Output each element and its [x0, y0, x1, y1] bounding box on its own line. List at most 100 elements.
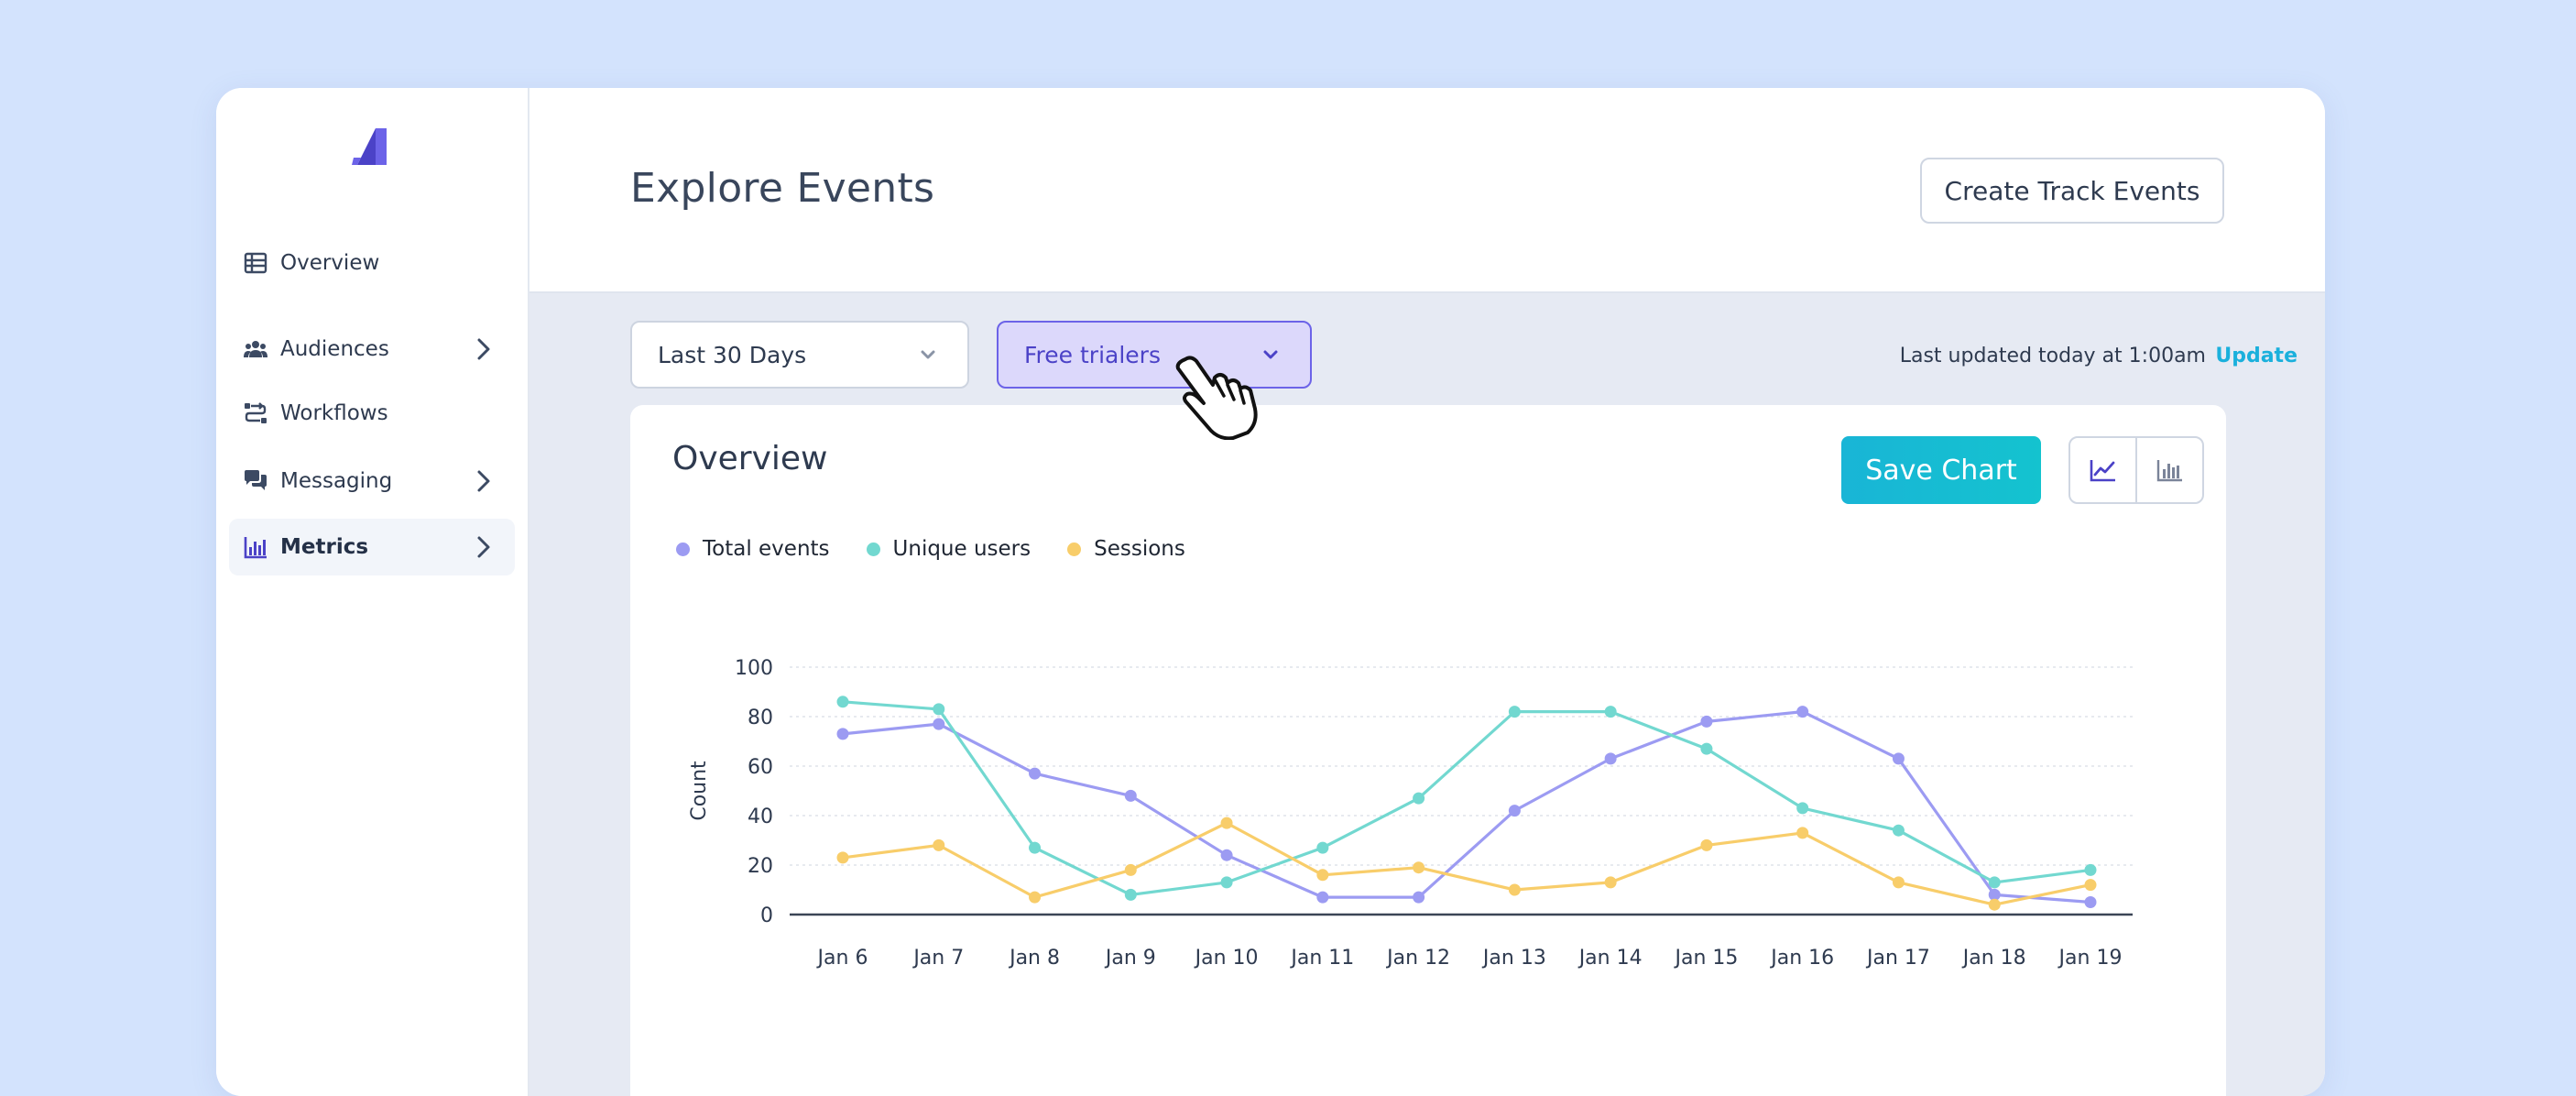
data-point: [1892, 752, 1905, 765]
y-tick-label: 60: [748, 756, 773, 779]
segment-value: Free trialers: [1024, 341, 1161, 368]
data-point: [1124, 789, 1137, 802]
line-chart: 0 20 40 60 80 100 Jan 6 Jan 7 Jan 8 Jan 9 Jan 10 Ja…: [688, 657, 2133, 970]
sidebar-item-label: Workflows: [280, 401, 388, 425]
sidebar-item-metrics[interactable]: Metrics: [229, 519, 515, 575]
bar-chart-view-button[interactable]: [2135, 438, 2202, 502]
x-tick-label: Jan 6: [816, 947, 868, 970]
x-tick-label: Jan 12: [1385, 947, 1450, 970]
legend-swatch: [1067, 542, 1082, 556]
save-chart-button[interactable]: Save Chart: [1841, 436, 2041, 504]
x-tick-label: Jan 16: [1769, 947, 1834, 970]
page-title: Explore Events: [630, 165, 935, 212]
data-point: [1316, 891, 1329, 904]
sidebar-item-overview[interactable]: Overview: [229, 235, 515, 291]
data-point: [836, 728, 849, 740]
update-link[interactable]: Update: [2215, 345, 2298, 367]
data-point: [1316, 869, 1329, 882]
legend-label: Unique users: [892, 537, 1031, 561]
x-tick-label: Jan 9: [1104, 947, 1156, 970]
data-point: [1413, 861, 1425, 874]
x-tick-label: Jan 11: [1289, 947, 1354, 970]
data-point: [1508, 883, 1521, 896]
data-point: [1413, 891, 1425, 904]
data-point: [933, 718, 945, 730]
sidebar: Overview Audiences Workfl: [216, 88, 529, 1096]
y-axis-label: Count: [688, 761, 711, 821]
create-track-events-button[interactable]: Create Track Events: [1920, 158, 2224, 224]
bar-chart-icon: [244, 537, 267, 559]
hand-pointer-icon: [1175, 356, 1258, 440]
data-point: [1988, 888, 2001, 901]
data-point: [1124, 863, 1137, 876]
data-point: [1124, 888, 1137, 901]
sidebar-item-label: Audiences: [280, 337, 389, 361]
data-point: [1988, 876, 2001, 889]
x-tick-label: Jan 15: [1673, 947, 1738, 970]
data-point: [836, 851, 849, 864]
data-point: [1700, 838, 1713, 851]
data-point: [1988, 898, 2001, 911]
legend-item-total-events[interactable]: Total events: [676, 537, 830, 561]
data-point: [1508, 805, 1521, 817]
data-point: [1796, 706, 1809, 718]
legend-item-sessions[interactable]: Sessions: [1067, 537, 1185, 561]
data-point: [933, 703, 945, 716]
y-tick-label: 0: [760, 904, 773, 927]
x-tick-label: Jan 8: [1008, 947, 1060, 970]
data-point: [1029, 767, 1042, 780]
data-point: [2084, 879, 2097, 892]
data-point: [2084, 896, 2097, 908]
data-point: [1316, 841, 1329, 854]
legend-swatch: [676, 542, 690, 556]
sidebar-item-messaging[interactable]: Messaging: [229, 453, 515, 510]
series-line: [842, 821, 2091, 906]
data-point: [1796, 827, 1809, 839]
x-tick-label: Jan 14: [1577, 947, 1643, 970]
last-updated-text: Last updated today at 1:00am: [1899, 345, 2206, 367]
data-point: [1892, 824, 1905, 837]
date-range-select[interactable]: Last 30 Days: [630, 321, 969, 389]
data-point: [1604, 876, 1617, 889]
chevron-right-icon: [477, 470, 490, 492]
page-header: Explore Events Create Track Events: [529, 88, 2325, 293]
data-point: [1220, 876, 1233, 889]
legend-item-unique-users[interactable]: Unique users: [866, 537, 1031, 561]
x-tick-label: Jan 18: [1961, 947, 2026, 970]
data-point: [1029, 841, 1042, 854]
legend-label: Sessions: [1094, 537, 1185, 561]
users-icon: [244, 341, 267, 357]
data-point: [1029, 891, 1042, 904]
app-window: Overview Audiences Workfl: [216, 88, 2325, 1096]
chart-view-toggle: [2068, 436, 2204, 504]
line-chart-view-button[interactable]: [2070, 438, 2135, 502]
segment-select[interactable]: Free trialers: [997, 321, 1312, 389]
y-tick-label: 40: [748, 806, 773, 828]
legend-swatch: [866, 542, 880, 556]
y-tick-label: 100: [735, 657, 773, 680]
x-tick-label: Jan 19: [2058, 947, 2123, 970]
data-point: [1220, 817, 1233, 829]
data-point: [836, 696, 849, 708]
data-point: [1796, 802, 1809, 815]
data-point: [1508, 706, 1521, 718]
series-line: [842, 700, 2091, 897]
card-title: Overview: [672, 440, 828, 477]
bar-chart-icon: [2156, 460, 2182, 482]
sidebar-item-label: Messaging: [280, 469, 393, 493]
data-point: [933, 838, 945, 851]
data-point: [2084, 863, 2097, 876]
date-range-value: Last 30 Days: [658, 341, 807, 368]
main-content: Last 30 Days Free trialers Last updated …: [529, 293, 2325, 1096]
data-point: [1413, 792, 1425, 805]
x-tick-label: Jan 10: [1194, 947, 1259, 970]
chevron-down-icon: [1263, 350, 1278, 359]
sidebar-item-workflows[interactable]: Workflows: [229, 385, 515, 442]
workflow-icon: [245, 402, 267, 423]
chevron-right-icon: [477, 536, 490, 558]
x-tick-label: Jan 17: [1865, 947, 1930, 970]
chevron-down-icon: [921, 350, 935, 359]
legend-label: Total events: [703, 537, 830, 561]
overview-chart-card: Overview Save Chart: [630, 405, 2226, 1096]
sidebar-item-audiences[interactable]: Audiences: [229, 321, 515, 378]
